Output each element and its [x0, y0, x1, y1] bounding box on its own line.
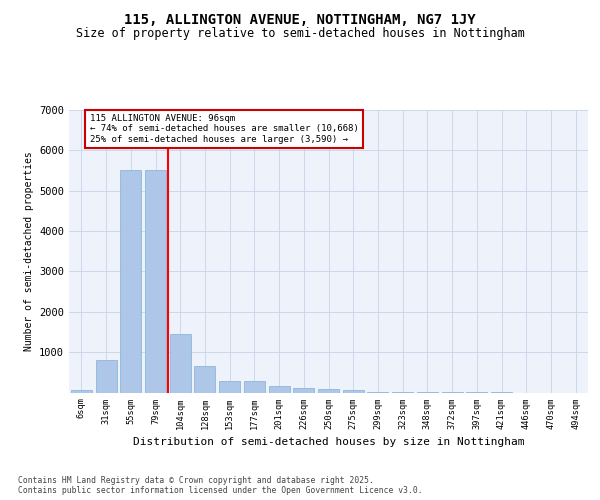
Bar	[194, 366, 215, 392]
Bar	[95, 360, 116, 392]
Bar	[71, 390, 92, 392]
Bar	[170, 334, 191, 392]
Bar	[244, 381, 265, 392]
Text: 115, ALLINGTON AVENUE, NOTTINGHAM, NG7 1JY: 115, ALLINGTON AVENUE, NOTTINGHAM, NG7 1…	[124, 12, 476, 26]
Bar	[318, 390, 339, 392]
Bar	[120, 170, 141, 392]
Bar	[293, 388, 314, 392]
Text: Contains HM Land Registry data © Crown copyright and database right 2025.
Contai: Contains HM Land Registry data © Crown c…	[18, 476, 422, 495]
Text: 115 ALLINGTON AVENUE: 96sqm
← 74% of semi-detached houses are smaller (10,668)
2: 115 ALLINGTON AVENUE: 96sqm ← 74% of sem…	[90, 114, 359, 144]
Bar	[219, 381, 240, 392]
Bar	[145, 170, 166, 392]
Text: Size of property relative to semi-detached houses in Nottingham: Size of property relative to semi-detach…	[76, 28, 524, 40]
Bar	[343, 390, 364, 392]
Bar	[269, 386, 290, 392]
X-axis label: Distribution of semi-detached houses by size in Nottingham: Distribution of semi-detached houses by …	[133, 437, 524, 447]
Y-axis label: Number of semi-detached properties: Number of semi-detached properties	[23, 152, 34, 351]
